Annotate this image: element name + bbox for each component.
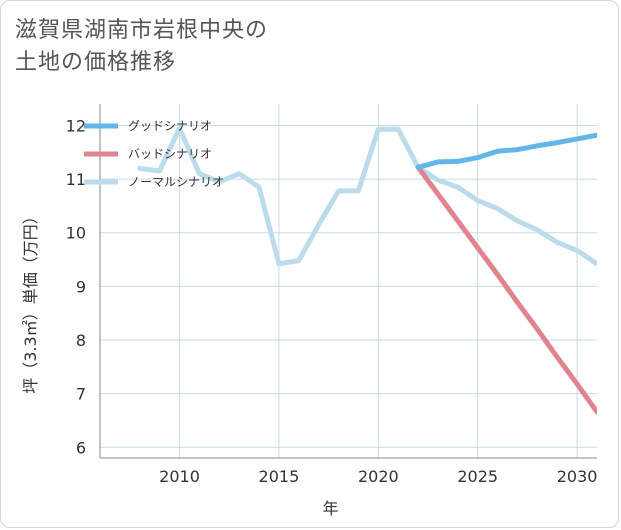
series-line-0 [415,132,597,170]
x-tick-label-2010: 2010 [159,467,200,486]
series-line-2 [137,125,597,267]
x-tick-label-2030: 2030 [557,467,598,486]
y-tick-label-7: 7 [76,385,86,404]
x-tick-label-2020: 2020 [358,467,399,486]
x-tick-label-2025: 2025 [457,467,498,486]
y-tick-label-10: 10 [66,224,86,243]
y-tick-label-9: 9 [76,277,86,296]
legend-label-1[interactable]: バッドシナリオ [128,147,212,161]
title-line-2: 土地の価格推移 [15,50,177,75]
x-tick-label-2015: 2015 [259,467,300,486]
series-line-1 [415,164,597,415]
chart-title: 滋賀県湖南市岩根中央の 土地の価格推移 [15,15,268,79]
legend-label-2[interactable]: ノーマルシナリオ [128,175,224,189]
y-tick-label-8: 8 [76,331,86,350]
y-axis-label: 坪（3.3㎡）単価（万円） [21,208,40,393]
y-tick-label-6: 6 [76,438,86,457]
y-tick-label-12: 12 [66,116,86,135]
x-axis-label: 年 [322,499,338,518]
title-line-1: 滋賀県湖南市岩根中央の [15,18,269,43]
legend-label-0[interactable]: グッドシナリオ [128,119,212,133]
y-tick-label-11: 11 [66,170,86,189]
